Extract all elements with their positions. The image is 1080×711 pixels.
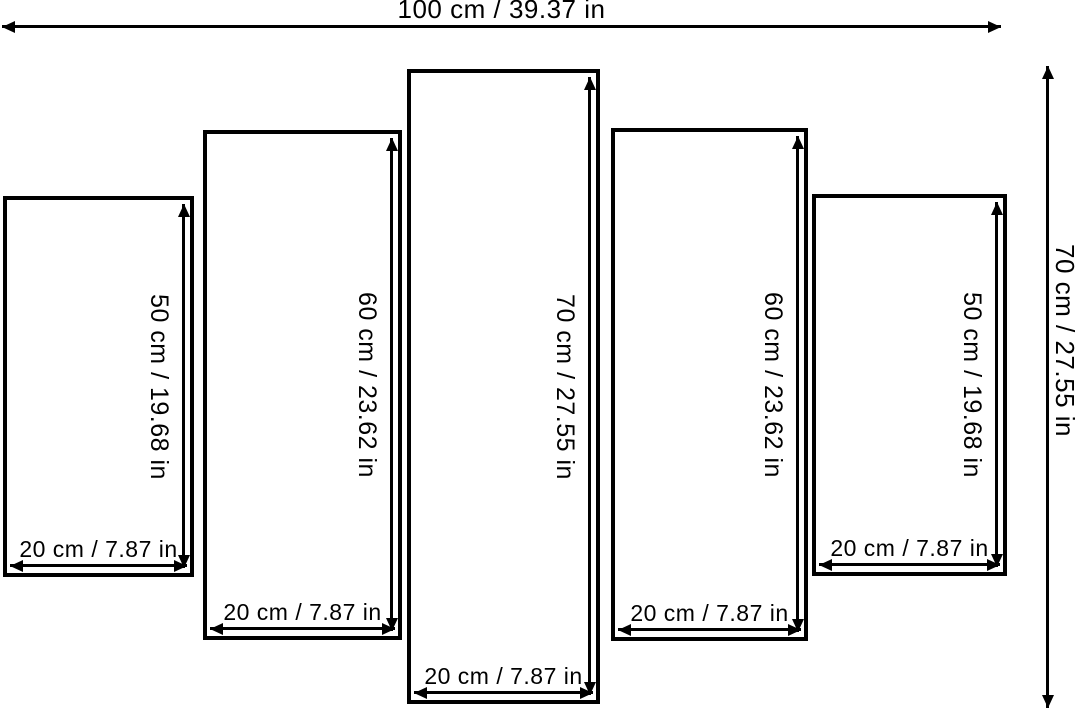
panel-1: 50 cm / 19.68 in 20 cm / 7.87 in bbox=[3, 196, 194, 577]
overall-height-dimension-arrow bbox=[1046, 66, 1049, 708]
overall-height-label: 70 cm / 27.55 in bbox=[1050, 243, 1080, 437]
panel-4: 60 cm / 23.62 in 20 cm / 7.87 in bbox=[611, 128, 808, 641]
panel-1-height-label: 50 cm / 19.68 in bbox=[145, 293, 173, 480]
panel-2-width-dimension-arrow bbox=[210, 627, 395, 630]
overall-width-label: 100 cm / 39.37 in bbox=[397, 0, 606, 24]
panel-2-height-label: 60 cm / 23.62 in bbox=[353, 292, 381, 478]
panel-2: 60 cm / 23.62 in 20 cm / 7.87 in bbox=[203, 130, 402, 640]
panel-1-width-dimension-arrow bbox=[10, 564, 187, 567]
panel-1-width-label: 20 cm / 7.87 in bbox=[19, 536, 178, 562]
panel-5: 50 cm / 19.68 in 20 cm / 7.87 in bbox=[812, 194, 1007, 576]
panel-5-width-label: 20 cm / 7.87 in bbox=[830, 535, 989, 561]
panel-3-height-dimension-arrow bbox=[588, 77, 591, 695]
panel-2-height-dimension-arrow bbox=[390, 138, 393, 631]
panel-4-height-dimension-arrow bbox=[796, 136, 799, 632]
panel-5-width-dimension-arrow bbox=[819, 563, 1000, 566]
panel-4-width-label: 20 cm / 7.87 in bbox=[630, 600, 789, 626]
panel-4-height-label: 60 cm / 23.62 in bbox=[759, 291, 787, 478]
panel-4-width-dimension-arrow bbox=[618, 628, 801, 631]
panel-5-height-label: 50 cm / 19.68 in bbox=[958, 292, 986, 478]
panel-1-height-dimension-arrow bbox=[182, 204, 185, 568]
panel-3-width-dimension-arrow bbox=[414, 691, 593, 694]
panel-3-height-label: 70 cm / 27.55 in bbox=[551, 293, 579, 480]
panel-5-height-dimension-arrow bbox=[995, 202, 998, 567]
panel-3-width-label: 20 cm / 7.87 in bbox=[424, 663, 583, 689]
panel-2-width-label: 20 cm / 7.87 in bbox=[223, 599, 382, 625]
overall-width-dimension-arrow bbox=[2, 25, 1001, 28]
panel-3: 70 cm / 27.55 in 20 cm / 7.87 in bbox=[407, 69, 600, 704]
